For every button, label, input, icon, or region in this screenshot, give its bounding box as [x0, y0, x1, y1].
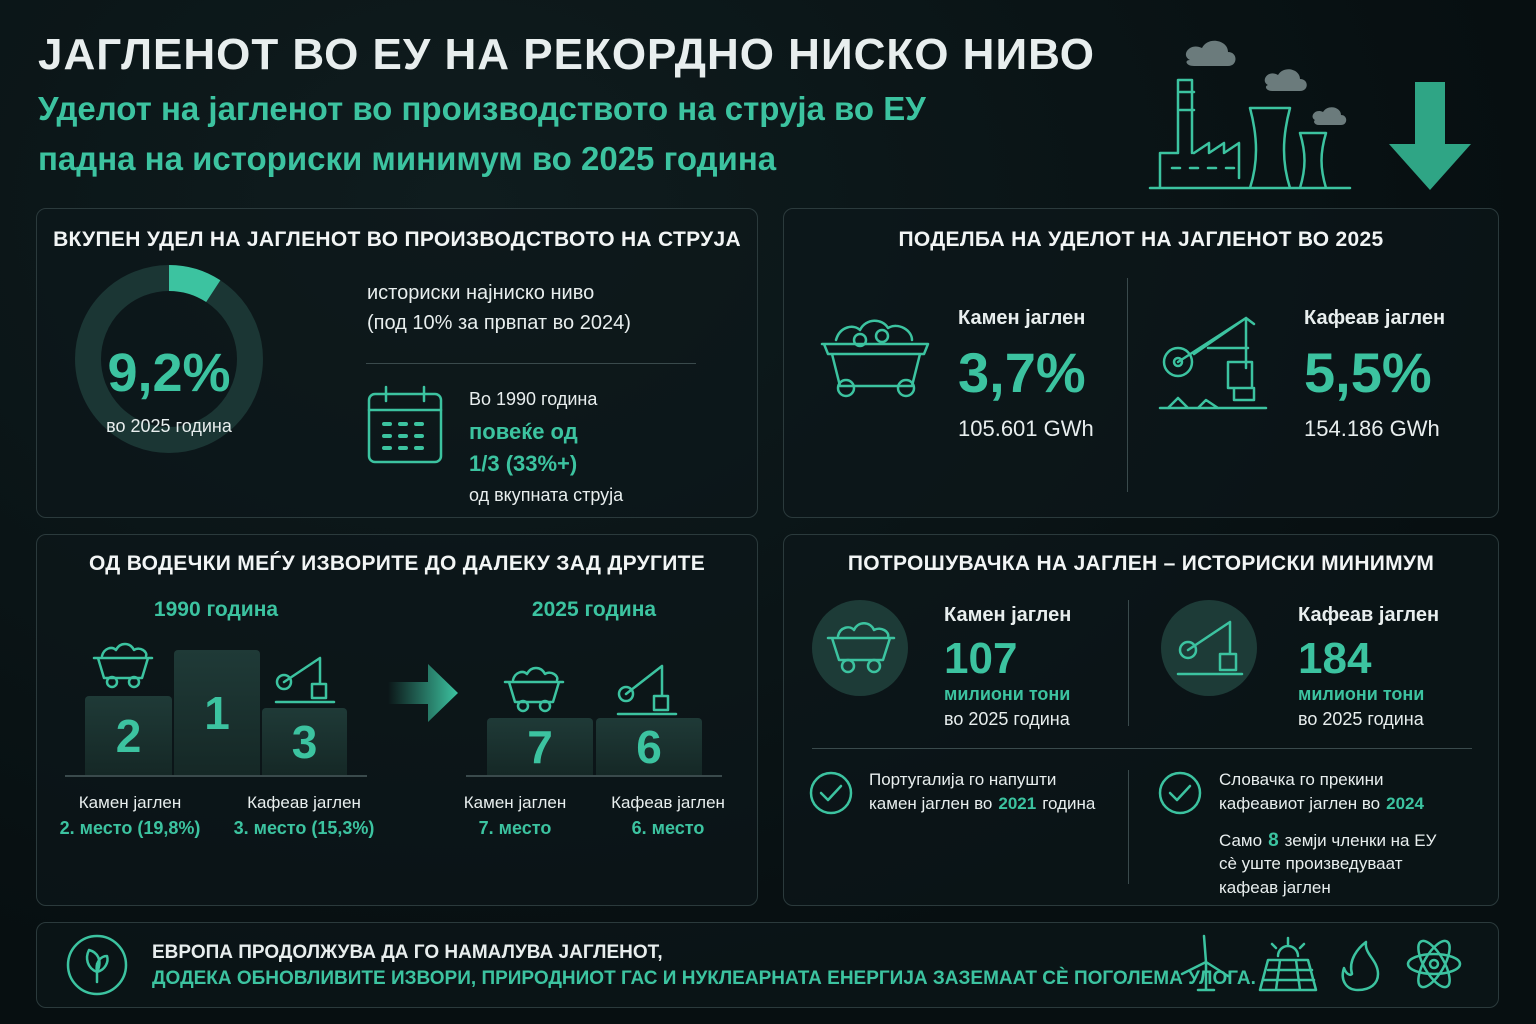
podium-block: 6	[596, 718, 702, 775]
note-text: камен јаглен во	[869, 794, 993, 813]
footer-text: ЕВРОПА ПРОДОЛЖУВА ДА ГО НАМАЛУВА ЈАГЛЕНО…	[152, 942, 663, 963]
panel-title: ОД ВОДЕЧКИ МЕЃУ ИЗВОРИТЕ ДО ДАЛЕКУ ЗАД Д…	[88, 552, 706, 575]
item-value: 107	[944, 634, 1018, 683]
rank-name: Камен јаглен	[78, 793, 182, 812]
icon-circle	[812, 600, 908, 696]
note-text: Словачка го прекини	[1219, 770, 1384, 789]
item-energy: 105.601 GWh	[958, 416, 1094, 441]
coal-cart-icon	[92, 642, 154, 689]
rank-value: 7. место	[478, 818, 552, 838]
rank-value: 6. место	[631, 818, 705, 838]
donut-label: 9,2%	[107, 343, 231, 403]
divider	[1127, 278, 1128, 492]
note-text: камен јаглен во 2021 година	[869, 794, 1095, 814]
year-label: 1990 година	[153, 598, 279, 621]
rank-name: Кафеав јаглен	[247, 793, 361, 812]
podium-base	[65, 775, 367, 777]
panel-split	[783, 208, 1499, 518]
note-text: земји членки на ЕУ	[1284, 831, 1437, 850]
excavator-icon	[616, 664, 678, 716]
check-icon	[1158, 771, 1202, 815]
divider	[366, 363, 696, 364]
down-arrow	[1389, 82, 1471, 190]
check-icon	[809, 771, 853, 815]
history-highlight: 1/3 (33%+)	[469, 451, 578, 476]
rank-value: 3. место (15,3%)	[233, 818, 375, 838]
item-value: 184	[1298, 634, 1372, 683]
history-highlight: повеќе од	[469, 419, 578, 444]
note-highlight: 8	[1268, 830, 1279, 851]
coal-cart-icon	[826, 622, 896, 674]
note-highlight: 2024	[1386, 794, 1424, 813]
divider	[812, 748, 1472, 749]
note-text: Португалија го напушти	[869, 770, 1057, 789]
donut-caption: во 2025 година	[106, 416, 232, 436]
icon-circle	[1161, 600, 1257, 696]
excavator-icon	[1158, 316, 1268, 410]
note-highlight: 2021	[998, 794, 1037, 813]
footer-text: ДОДЕКА ОБНОВЛИВИТЕ ИЗВОРИ, ПРИРОДНИОТ ГА…	[152, 968, 1256, 989]
excavator-icon	[1176, 620, 1244, 676]
rank-name: Камен јаглен	[463, 793, 567, 812]
note-text: сè уште произведуваат	[1219, 854, 1403, 873]
item-caption: во 2025 година	[944, 709, 1070, 729]
item-name: Кафеав јаглен	[1298, 604, 1440, 626]
right-arrow	[388, 664, 458, 722]
divider	[1128, 770, 1129, 884]
rank-name: Кафеав јаглен	[611, 793, 725, 812]
leaf-icon	[66, 934, 128, 996]
subtitle: падна на историски минимум во 2025 годин…	[38, 140, 777, 177]
coal-cart-icon	[503, 666, 565, 713]
note-text: Само 8 земји членки на ЕУ	[1219, 830, 1436, 852]
panel-title: ПОТРОШУВАЧКА НА ЈАГЛЕН – ИСТОРИСКИ МИНИМ…	[847, 552, 1435, 575]
podium-block: 1	[174, 650, 260, 775]
excavator-icon	[274, 656, 336, 704]
item-name: Кафеав јаглен	[1304, 307, 1446, 329]
calendar-icon	[367, 385, 443, 464]
podium-block: 2	[85, 696, 172, 775]
note-text: кафеавиот јаглен во	[1219, 794, 1381, 813]
note-text: година	[1042, 794, 1096, 813]
item-name: Камен јаглен	[944, 604, 1072, 626]
history-text: Во 1990 година	[469, 389, 598, 409]
podium-block: 7	[487, 718, 593, 775]
donut-chart	[75, 265, 263, 453]
rank-value: 2. место (19,8%)	[59, 818, 201, 838]
factory-icon	[1148, 40, 1352, 190]
podium-block: 3	[262, 708, 347, 775]
note: (под 10% за првпат во 2024)	[367, 312, 631, 334]
coal-cart-icon	[820, 319, 930, 398]
item-unit: милиони тони	[944, 684, 1071, 704]
note-text: кафеав јаглен	[1219, 878, 1331, 897]
history-text: од вкупната струја	[469, 485, 624, 505]
title: ЈАГЛЕНОТ ВО ЕУ НА РЕКОРДНО НИСКО НИВО	[38, 30, 1095, 79]
note: историски најниско ниво	[367, 282, 595, 304]
energy-icons	[1180, 934, 1462, 992]
item-unit: милиони тони	[1298, 684, 1425, 704]
note-text: кафеавиот јаглен во 2024	[1219, 794, 1424, 814]
donut-arc	[75, 265, 263, 453]
panel-consumption	[783, 534, 1499, 906]
item-energy: 154.186 GWh	[1304, 416, 1440, 441]
item-share: 3,7%	[958, 341, 1086, 404]
note-text: Само	[1219, 831, 1263, 850]
item-name: Камен јаглен	[958, 307, 1086, 329]
divider	[1128, 600, 1129, 726]
item-share: 5,5%	[1304, 341, 1432, 404]
subtitle: Уделот на јагленот во производството на …	[38, 90, 926, 127]
podium-base	[466, 775, 722, 777]
panel-title: ПОДЕЛБА НА УДЕЛОТ НА ЈАГЛЕНОТ ВО 2025	[898, 228, 1384, 251]
footer	[36, 922, 1499, 1008]
item-caption: во 2025 година	[1298, 709, 1424, 729]
year-label: 2025 година	[531, 598, 657, 621]
panel-title: ВКУПЕН УДЕЛ НА ЈАГЛЕНОТ ВО ПРОИЗВОДСТВОТ…	[53, 228, 741, 251]
